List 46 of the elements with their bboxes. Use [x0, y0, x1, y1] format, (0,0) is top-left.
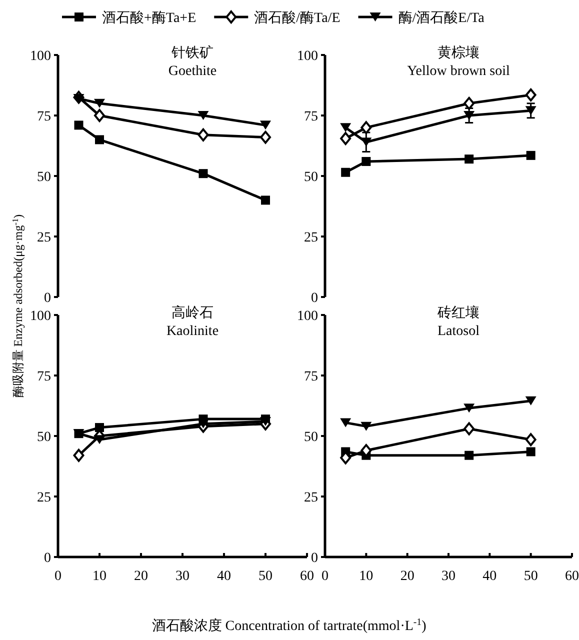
x-tick-label: 30: [442, 569, 456, 584]
y-tick-label: 75: [37, 370, 51, 384]
chart-title: 砖红壤: [436, 305, 480, 321]
legend-label: 酒石酸+酶Ta+E: [102, 10, 196, 26]
text: Kaolinite: [166, 324, 219, 339]
x-tick-label: 60: [300, 569, 314, 584]
y-tick-label: 75: [304, 110, 318, 124]
x-tick-label: 50: [258, 569, 272, 584]
x-tick-label: 10: [92, 569, 106, 584]
y-tick-label: 100: [297, 49, 318, 64]
chart-title: 黄棕壤: [438, 45, 480, 61]
chart-title: 针铁矿: [170, 45, 214, 61]
x-tick-label: 60: [565, 569, 579, 584]
y-tick-label: 100: [30, 309, 51, 324]
y-tick-label: 0: [44, 291, 51, 306]
x-tick-label: 0: [322, 569, 328, 584]
y-tick-label: 25: [304, 230, 318, 246]
y-tick-label: 75: [304, 370, 318, 384]
y-tick-label: 25: [37, 490, 51, 506]
x-tick-label: 20: [400, 569, 414, 584]
x-tick-label: 50: [524, 569, 538, 584]
x-tick-label: 20: [134, 569, 148, 584]
legend-label: 酶/酒石酸E/Ta: [398, 10, 486, 26]
chart-title: 高岭石: [172, 305, 214, 321]
y-tick-label: 100: [30, 49, 51, 64]
x-tick-label: 10: [359, 569, 374, 584]
text: Latosol: [438, 324, 480, 339]
x-tick-label: 40: [217, 569, 231, 584]
text: Goethite: [168, 64, 217, 79]
y-tick-label: 25: [304, 490, 318, 506]
y-tick-label: 75: [37, 110, 51, 124]
text: Yellow brown soil: [407, 64, 510, 79]
x-tick-label: 30: [176, 569, 190, 584]
y-tick-label: 0: [311, 551, 318, 566]
y-tick-label: 0: [44, 551, 51, 566]
y-tick-label: 50: [304, 170, 318, 185]
y-tick-label: 0: [311, 291, 318, 306]
x-tick-label: 40: [482, 569, 497, 584]
y-tick-label: 100: [297, 309, 318, 324]
legend-label: 酒石酸/酶Ta/E: [254, 10, 340, 26]
x-axis-title: 酒石酸浓度 Concentration of tartrate(mmol·L$^{-1}$): [152, 616, 427, 634]
y-tick-label: 50: [304, 430, 318, 445]
y-tick-label: 25: [37, 230, 51, 246]
y-tick-label: 50: [37, 430, 51, 445]
x-tick-label: 0: [54, 569, 62, 584]
y-tick-label: 50: [37, 170, 51, 185]
